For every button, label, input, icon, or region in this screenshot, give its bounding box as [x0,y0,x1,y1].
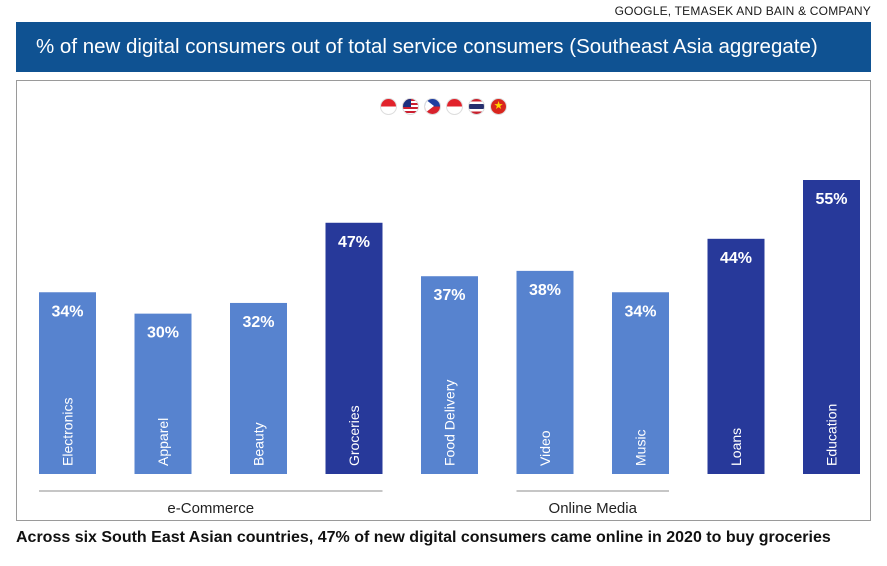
bar-video [516,270,574,474]
category-label: Beauty [251,422,267,466]
bar-education [803,180,860,474]
chart-title: % of new digital consumers out of total … [16,22,871,72]
data-label: 34% [51,303,83,320]
bar-beauty [230,302,287,474]
indonesia-flag-icon [380,98,397,115]
bar-electronics [39,292,96,474]
vietnam-flag-icon: ★ [490,98,507,115]
data-label: 32% [242,314,274,331]
data-label: 44% [720,250,752,267]
category-label: Education [824,404,840,466]
bar-food-delivery [421,276,478,474]
country-flags: ★ [380,98,507,115]
category-label: Groceries [346,405,362,466]
category-label: Electronics [60,398,76,466]
bar-groceries [325,222,383,474]
category-label: Music [633,429,649,466]
chart-frame: ★ 34% Electronics 30% Apparel 32% Beauty 47% Gr… [16,80,871,521]
caption: Across six South East Asian countries, 4… [16,529,831,546]
singapore-flag-icon [446,98,463,115]
bar-music [612,292,669,474]
thailand-flag-icon [468,98,485,115]
source-credit: GOOGLE, TEMASEK AND BAIN & COMPANY [614,4,871,18]
category-label: Video [537,430,553,466]
bar-apparel [134,313,192,474]
category-label: Apparel [155,418,171,466]
data-label: 47% [338,234,370,251]
group-label: e-Commerce [167,500,254,517]
data-label: 34% [624,303,656,320]
data-label: 55% [815,191,847,208]
malaysia-flag-icon [402,98,419,115]
bar-loans [707,238,765,474]
category-label: Food Delivery [442,380,458,466]
category-label: Loans [728,428,744,466]
philippines-flag-icon [424,98,441,115]
data-label: 38% [529,282,561,299]
bar-chart: 34% Electronics 30% Apparel 32% Beauty 47% Groc… [39,180,860,517]
group-label: Online Media [549,500,638,517]
data-label: 37% [433,287,465,304]
data-label: 30% [147,325,179,342]
